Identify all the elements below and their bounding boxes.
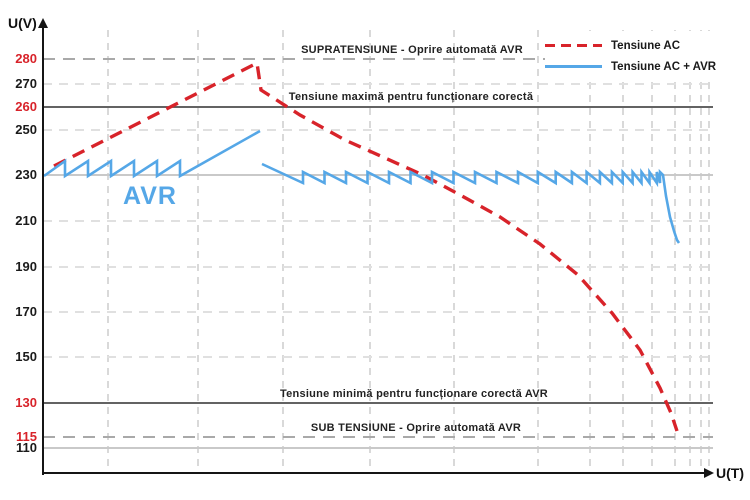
- y-tick-label-230: 230: [15, 167, 37, 182]
- legend-item-ac: Tensiune AC: [545, 38, 743, 54]
- y-tick-label-110: 110: [16, 440, 37, 455]
- undervoltage-annotation: SUB TENSIUNE - Oprire automată AVR: [310, 422, 522, 434]
- y-tick-label-170: 170: [15, 304, 37, 319]
- y-tick-label-130: 130: [15, 395, 37, 410]
- y-tick-label-250: 250: [15, 122, 37, 137]
- dashed-line-swatch: [545, 43, 602, 48]
- series-tensiune-ac: [53, 60, 679, 432]
- y-tick-label-260: 260: [15, 99, 37, 114]
- y-tick-label-150: 150: [15, 349, 37, 364]
- avr-watermark-label: AVR: [123, 182, 177, 210]
- series-tensiune-ac-avr-rise: [43, 129, 261, 179]
- y-tick-label-280: 280: [15, 51, 37, 66]
- legend: Tensiune AC Tensiune AC + AVR: [545, 31, 743, 81]
- y-tick-label-190: 190: [15, 259, 37, 274]
- x-axis-arrow-icon: [704, 468, 714, 478]
- y-axis-arrow-icon: [38, 18, 48, 28]
- y-tick-label-270: 270: [15, 76, 37, 91]
- y-axis-title: U(V): [8, 15, 37, 31]
- solid-line-swatch: [545, 64, 602, 69]
- legend-label: Tensiune AC + AVR: [611, 60, 717, 73]
- legend-label: Tensiune AC: [611, 39, 681, 52]
- y-tick-label-210: 210: [15, 213, 37, 228]
- series-tensiune-ac-avr-regulated: [261, 162, 681, 244]
- legend-item-ac-avr: Tensiune AC + AVR: [545, 59, 743, 75]
- min-voltage-annotation: Tensiune minimă pentru funcționare corec…: [279, 388, 549, 400]
- overvoltage-annotation: SUPRATENSIUNE - Oprire automată AVR: [301, 44, 523, 56]
- y-tick-label-115: 115: [16, 429, 37, 444]
- max-voltage-annotation: Tensiune maximă pentru funcționare corec…: [288, 91, 534, 103]
- x-axis-title: U(T): [716, 465, 744, 481]
